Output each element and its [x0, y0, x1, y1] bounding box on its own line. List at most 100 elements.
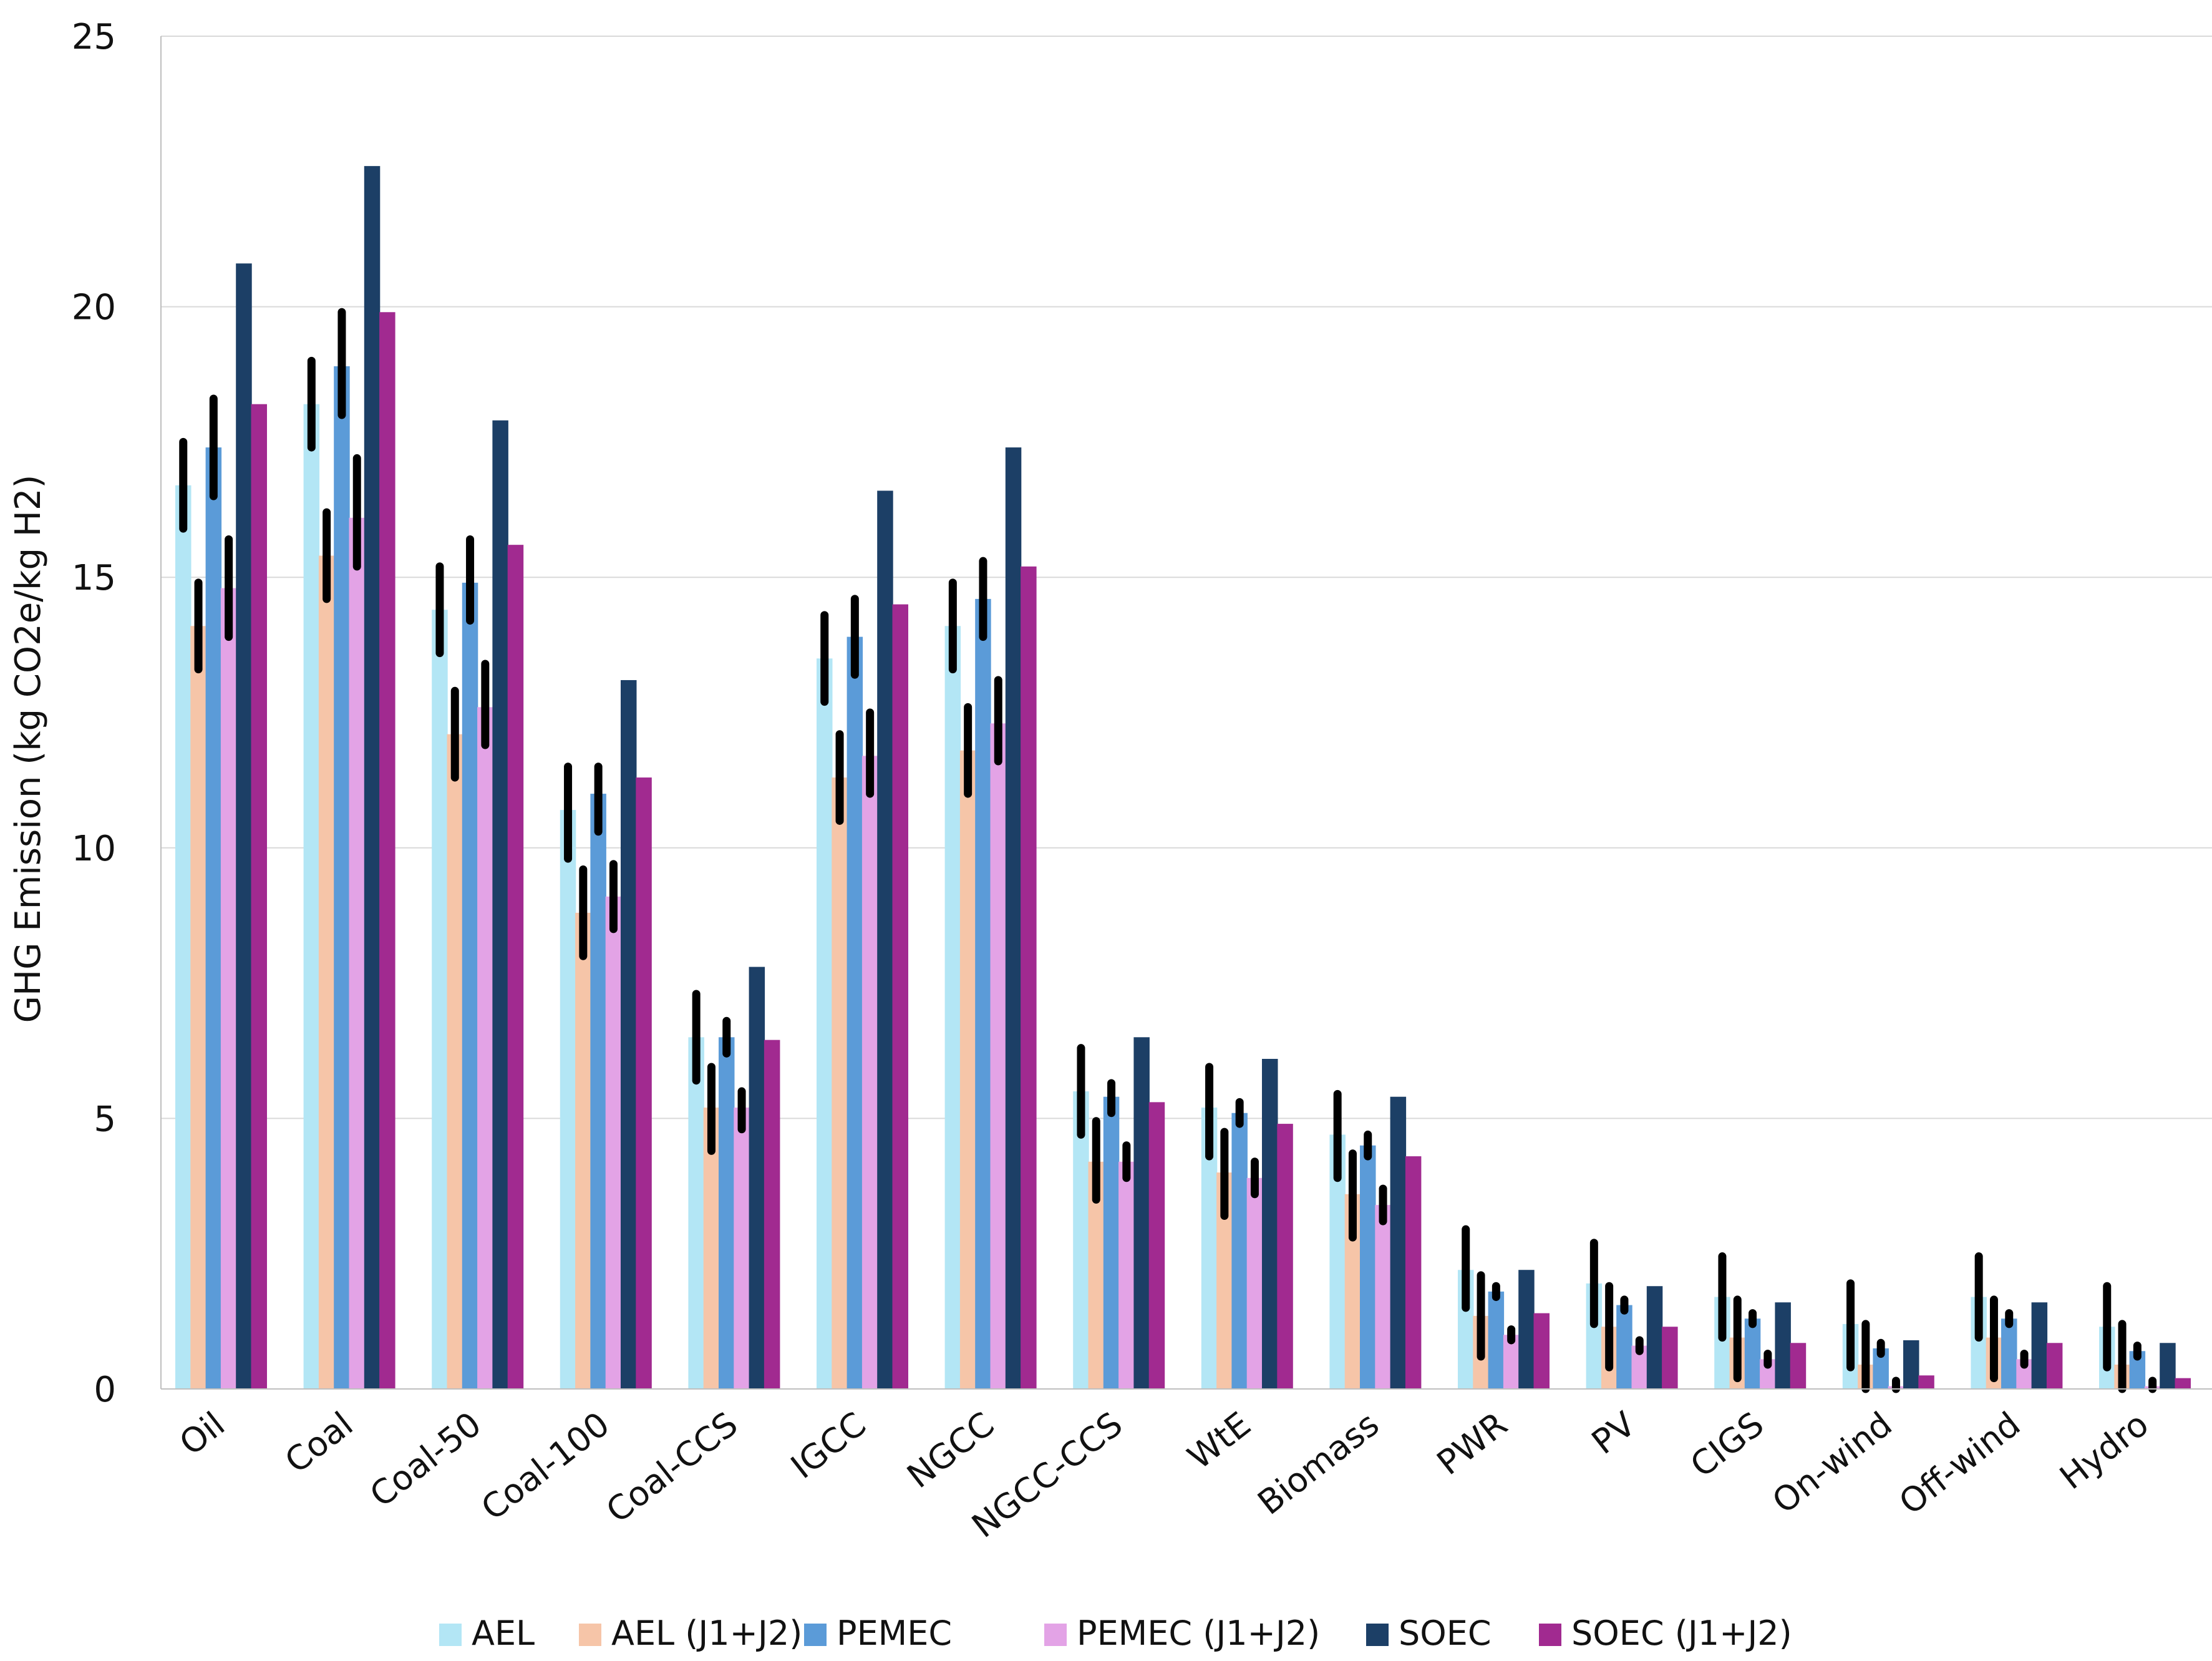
bar-Coal-50-soec: [492, 420, 508, 1390]
bar-IGCC-pemec: [846, 636, 863, 1389]
bar-Coal-pemec-j1-j2-: [349, 517, 365, 1389]
x-tick-label: Hydro: [2052, 1405, 2156, 1498]
bar-PWR-soec-j1-j2-: [1533, 1313, 1550, 1389]
bar-IGCC-ael-j1-j2-: [832, 777, 848, 1389]
bar-Biomass-soec: [1390, 1096, 1407, 1389]
y-axis-label: GHG Emission (kg CO2e/kg H2): [8, 475, 49, 1023]
bar-IGCC-soec-j1-j2-: [892, 604, 908, 1389]
bar-NGCC-CCS-pemec: [1103, 1096, 1120, 1389]
bar-Coal-pemec: [334, 366, 350, 1390]
bar-NGCC-ael-j1-j2-: [959, 750, 976, 1389]
bar-Oil-soec: [236, 263, 252, 1389]
bar-CIGS-pemec: [1744, 1318, 1761, 1389]
legend-swatch: [1539, 1624, 1561, 1646]
x-tick-label: NGCC: [900, 1405, 1001, 1496]
bar-PV-soec-j1-j2-: [1662, 1327, 1678, 1389]
legend-swatch: [1366, 1624, 1389, 1646]
bar-Off-wind-pemec: [2001, 1318, 2017, 1389]
bar-Coal-soec: [364, 166, 381, 1390]
bar-Coal-100-pemec: [590, 794, 606, 1389]
bar-NGCC-soec: [1005, 447, 1022, 1389]
bar-PV-soec: [1646, 1286, 1663, 1389]
bar-Coal-100-ael-j1-j2-: [575, 912, 591, 1389]
x-tick-label: PWR: [1430, 1405, 1515, 1483]
x-tick-label: Coal: [278, 1405, 360, 1481]
legend-label: AEL (J1+J2): [611, 1614, 802, 1653]
bar-Coal-CCS-pemec-j1-j2-: [734, 1108, 750, 1389]
legend-label: SOEC (J1+J2): [1571, 1614, 1792, 1653]
bar-Coal-50-pemec-j1-j2-: [477, 707, 493, 1389]
bar-Coal-soec-j1-j2-: [379, 312, 395, 1390]
x-tick-label: IGCC: [783, 1405, 873, 1487]
bar-Coal-50-pemec: [462, 582, 478, 1389]
bar-Oil-ael-j1-j2-: [190, 626, 206, 1389]
bar-Coal-50-ael: [432, 610, 448, 1390]
bar-Coal-50-soec-j1-j2-: [507, 545, 524, 1390]
bar-Coal-CCS-soec-j1-j2-: [764, 1040, 780, 1389]
legend: AEL AEL (J1+J2) PEMEC PEMEC (J1+J2) SOEC SOEC…: [439, 1614, 1792, 1653]
bar-NGCC-pemec-j1-j2-: [990, 723, 1006, 1389]
x-tick-label: CIGS: [1683, 1405, 1771, 1486]
bar-NGCC-CCS-soec-j1-j2-: [1148, 1102, 1165, 1389]
bar-Coal-ael-j1-j2-: [318, 555, 335, 1390]
bar-IGCC-pemec-j1-j2-: [861, 756, 878, 1389]
legend-label: PEMEC: [837, 1614, 952, 1653]
legend-label: AEL: [472, 1614, 535, 1653]
bar-Hydro-soec: [2160, 1343, 2176, 1389]
x-tick-label: Coal-100: [474, 1405, 617, 1528]
bar-Off-wind-soec-j1-j2-: [2046, 1343, 2063, 1389]
bar-Biomass-pemec: [1360, 1145, 1376, 1389]
bar-NGCC-soec-j1-j2-: [1021, 566, 1037, 1390]
bar-CIGS-soec-j1-j2-: [1790, 1343, 1807, 1389]
bar-WtE-pemec-j1-j2-: [1246, 1177, 1263, 1389]
bar-PV-pemec: [1616, 1305, 1632, 1389]
x-tick-label: Biomass: [1251, 1405, 1387, 1522]
bar-IGCC-soec: [877, 490, 893, 1389]
bar-Biomass-pemec-j1-j2-: [1375, 1205, 1391, 1389]
bar-NGCC-CCS-ael: [1073, 1091, 1089, 1389]
bar-NGCC-CCS-pemec-j1-j2-: [1118, 1161, 1135, 1389]
legend-swatch: [804, 1624, 827, 1646]
bar-Oil-pemec: [205, 447, 222, 1389]
x-tick-label: Oil: [172, 1405, 232, 1463]
bar-Oil-ael: [175, 485, 192, 1389]
x-tick-label: Coal-CCS: [599, 1405, 745, 1531]
y-tick-label: 25: [72, 17, 116, 57]
bar-WtE-soec: [1262, 1059, 1278, 1389]
legend-swatch: [439, 1624, 462, 1646]
bar-NGCC-ael: [944, 626, 961, 1389]
x-tick-label: Off-wind: [1892, 1405, 2028, 1522]
x-tick-label: PV: [1584, 1405, 1643, 1462]
legend-swatch: [579, 1624, 601, 1646]
y-tick-labels: 0 5 10 15 20 25: [72, 17, 116, 1410]
bar-NGCC-CCS-soec: [1133, 1037, 1150, 1389]
bar-Coal-100-ael: [560, 810, 576, 1389]
axes: [160, 36, 2212, 1390]
x-tick-label: WtE: [1180, 1405, 1258, 1478]
bar-Coal-CCS-ael: [688, 1037, 704, 1389]
bar-Oil-soec-j1-j2-: [251, 404, 267, 1389]
y-tick-label: 20: [72, 288, 116, 328]
y-tick-label: 5: [94, 1099, 116, 1139]
legend-label: SOEC: [1399, 1614, 1492, 1653]
bar-Coal-50-ael-j1-j2-: [447, 734, 463, 1389]
bar-On-wind-soec-j1-j2-: [1918, 1375, 1934, 1389]
y-tick-label: 15: [72, 558, 116, 598]
y-tick-label: 0: [94, 1370, 116, 1410]
bar-Coal-100-pemec-j1-j2-: [605, 896, 622, 1389]
bar-Hydro-soec-j1-j2-: [2175, 1378, 2191, 1389]
bar-WtE-soec-j1-j2-: [1277, 1124, 1293, 1389]
bar-Oil-pemec-j1-j2-: [220, 588, 237, 1390]
bar-Coal-ael: [303, 404, 320, 1389]
x-tick-label: On-wind: [1765, 1405, 1899, 1521]
bar-Coal-100-soec-j1-j2-: [636, 777, 652, 1389]
bar-CIGS-soec: [1775, 1302, 1791, 1389]
error-bars: [179, 308, 2157, 1393]
bar-PWR-soec: [1518, 1270, 1535, 1389]
bar-Coal-CCS-soec: [749, 967, 765, 1389]
y-tick-label: 10: [72, 829, 116, 869]
bar-WtE-pemec: [1231, 1113, 1248, 1389]
bar-IGCC-ael: [817, 658, 833, 1389]
